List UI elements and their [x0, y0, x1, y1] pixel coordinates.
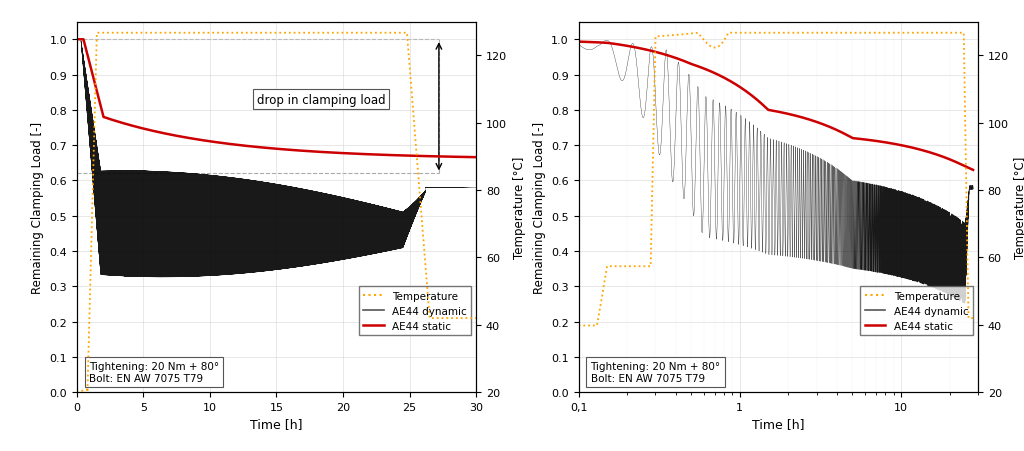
X-axis label: Time [h]: Time [h] — [250, 418, 303, 431]
Y-axis label: Remaining Clamping Load [-]: Remaining Clamping Load [-] — [31, 122, 44, 293]
Text: Tightening: 20 Nm + 80°
Bolt: EN AW 7075 T79: Tightening: 20 Nm + 80° Bolt: EN AW 7075… — [591, 362, 721, 383]
Y-axis label: Remaining Clamping Load [-]: Remaining Clamping Load [-] — [532, 122, 546, 293]
Y-axis label: Temperature [°C]: Temperature [°C] — [1015, 156, 1024, 258]
X-axis label: Time [h]: Time [h] — [752, 418, 805, 431]
Legend: Temperature, AE44 dynamic, AE44 static: Temperature, AE44 dynamic, AE44 static — [358, 287, 471, 336]
Y-axis label: Temperature [°C]: Temperature [°C] — [513, 156, 525, 258]
Text: drop in clamping load: drop in clamping load — [256, 93, 385, 106]
Text: Tightening: 20 Nm + 80°
Bolt: EN AW 7075 T79: Tightening: 20 Nm + 80° Bolt: EN AW 7075… — [89, 362, 219, 383]
Legend: Temperature, AE44 dynamic, AE44 static: Temperature, AE44 dynamic, AE44 static — [860, 287, 973, 336]
